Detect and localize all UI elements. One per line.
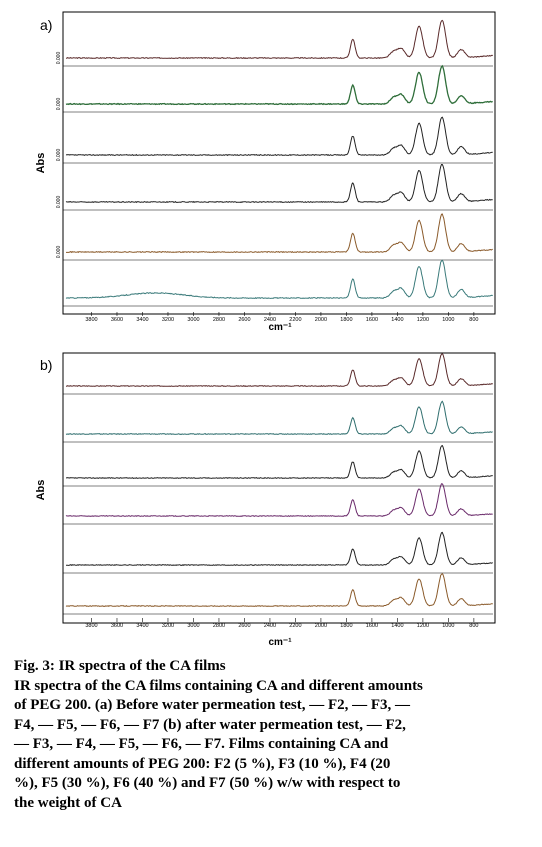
x-tick-label: 3200 [162,623,174,629]
x-tick-label: 3200 [162,317,174,323]
caption-line: F4, — F5, — F6, — F7 (b) after water per… [14,716,406,733]
stack-tick-label: 0.000 [56,196,62,209]
panel-b-label: b) [40,357,52,373]
caption-line: — F3, — F4, — F5, — F6, — F7. Films cont… [14,736,389,752]
panel-b-frame [62,352,496,624]
x-tick-label: 2400 [264,317,276,323]
spectrum-line [65,400,493,436]
panel-a-ylabel: Abs [35,153,47,174]
caption-title: Fig. 3: IR spectra of the CA films [14,658,226,674]
panel-b-ylabel: Abs [35,480,47,501]
stack-tick-label: 0.000 [56,98,62,111]
stack-tick-label: 0.000 [56,52,62,65]
x-tick-label: 2200 [289,623,301,629]
x-tick-label: 3800 [85,317,97,323]
spectrum-line [66,444,493,479]
stack-tick-label: 0.000 [56,246,62,259]
spectrum-line [66,531,493,567]
caption-line: IR spectra of the CA films containing CA… [14,677,423,694]
panel-b-spectra [63,353,493,615]
stack-tick-label: 0.000 [56,149,62,162]
x-tick-label: 2000 [315,317,327,323]
x-tick-label: 2400 [264,623,276,629]
caption-line: %), F5 (30 %), F6 (40 %) and F7 (50 %) w… [14,775,401,791]
spectrum-line [65,64,493,106]
panel-a-xlabel: cm⁻¹ [268,322,292,333]
caption-line: of PEG 200. (a) Before water permeation … [14,697,411,713]
spectrum-line [65,19,494,60]
x-tick-label: 1200 [417,317,429,323]
panel-a-spectra [63,19,494,307]
panel-b-xlabel: cm⁻¹ [268,637,292,648]
panel-b: b) Abs 3800 3600 3400 3200 3000 2800 2600 2400 2… [35,352,496,648]
caption-line: different amounts of PEG 200: F2 (5 %), … [14,755,391,772]
x-tick-label: 1800 [340,623,352,629]
spectrum-line [65,573,493,608]
x-tick-label: 1000 [442,317,454,323]
x-tick-label: 2600 [238,317,250,323]
x-tick-label: 1200 [417,623,429,629]
panel-a-stack-labels: 0.000 0.000 0.000 0.000 0.000 [56,52,62,259]
x-tick-label: 2800 [213,623,225,629]
x-tick-label: 2600 [238,623,250,629]
panel-a-label: a) [40,17,52,33]
x-tick-label: 3600 [111,317,123,323]
panel-b-x-ticks: 3800 3600 3400 3200 3000 2800 2600 2400 2200 2000… [85,618,478,629]
spectrum-line [65,259,493,300]
panel-a: a) Abs 0.000 0.000 0.000 0.000 0.000 3800 360… [35,11,496,333]
x-tick-label: 3800 [85,623,97,629]
x-tick-label: 1400 [391,317,403,323]
x-tick-label: 3600 [111,623,123,629]
figure-caption: Fig. 3: IR spectra of the CA films IR sp… [14,657,530,813]
spectrum-line [65,164,493,204]
x-tick-label: 2800 [213,317,225,323]
spectrum-line [65,353,493,387]
x-tick-label: 3400 [136,623,148,629]
x-tick-label: 1000 [442,623,454,629]
x-tick-label: 2200 [289,317,301,323]
x-tick-label: 2000 [315,623,327,629]
caption-line: the weight of CA [14,794,122,811]
x-tick-label: 800 [469,317,478,323]
spectrum-line [65,116,493,157]
x-tick-label: 1600 [366,623,378,629]
x-tick-label: 1600 [366,317,378,323]
spectrum-line [65,483,493,518]
ir-spectra-figure: a) Abs 0.000 0.000 0.000 0.000 0.000 3800 360… [35,11,496,648]
spectrum-line [66,213,493,254]
panel-a-x-ticks: 3800 3600 3400 3200 3000 2800 2600 2400 2200 2000… [85,312,478,323]
x-tick-label: 800 [469,623,478,629]
x-tick-label: 1400 [391,623,403,629]
x-tick-label: 1800 [340,317,352,323]
x-tick-label: 3000 [187,623,199,629]
x-tick-label: 3000 [187,317,199,323]
x-tick-label: 3400 [136,317,148,323]
